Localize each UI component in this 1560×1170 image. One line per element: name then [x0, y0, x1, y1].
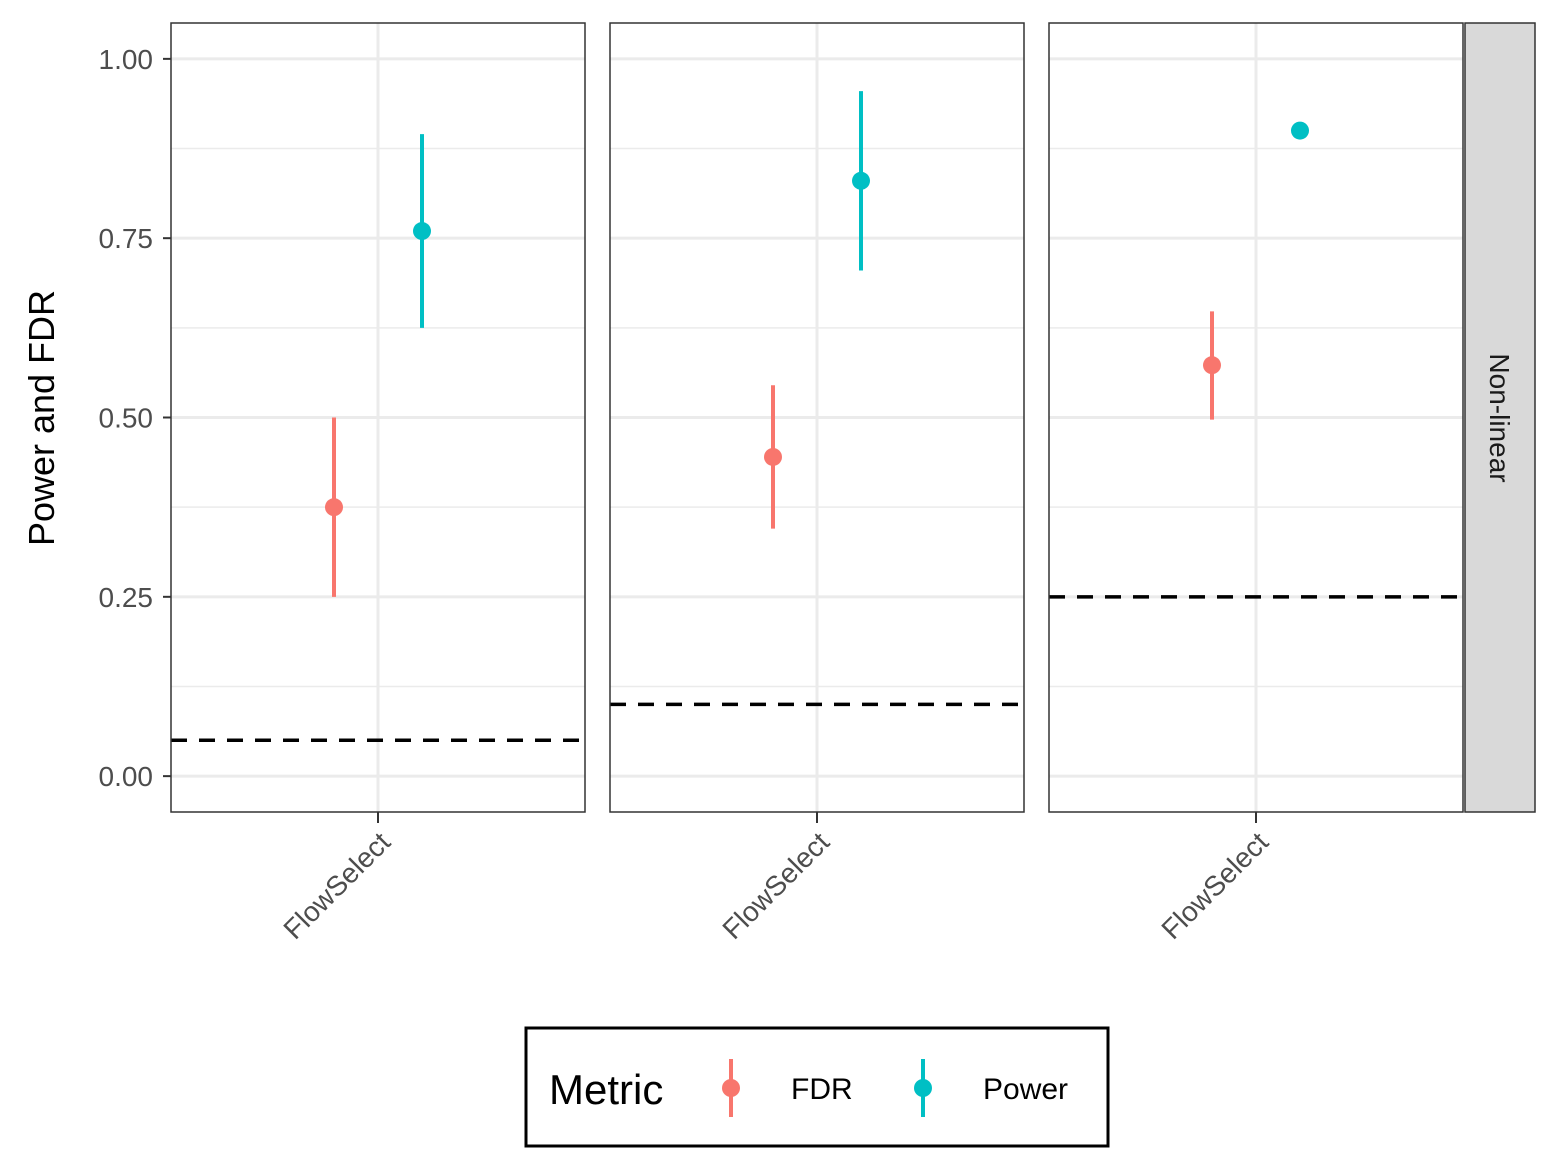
legend-key-point — [722, 1079, 740, 1097]
legend-label: Power — [983, 1073, 1068, 1106]
y-axis-ticks: 0.00 0.25 0.50 0.75 1.00 — [99, 44, 171, 792]
y-tick-label: 0.75 — [99, 223, 154, 254]
y-tick-label: 0.25 — [99, 582, 154, 613]
point-power — [852, 171, 870, 190]
panel-2: FlowSelect — [609, 22, 1025, 945]
y-tick-label: 0.00 — [99, 761, 154, 792]
legend-box — [524, 1026, 1110, 1148]
point-fdr — [764, 447, 782, 466]
point-power — [413, 222, 431, 241]
legend-title: Metric — [549, 1066, 663, 1113]
strip-label: Non-linear — [1484, 353, 1515, 482]
x-tick-label: FlowSelect — [1155, 826, 1274, 945]
x-tick-label: FlowSelect — [277, 826, 396, 945]
point-fdr — [1203, 356, 1221, 375]
legend: Metric FDR Power — [524, 1026, 1110, 1148]
legend-entry-fdr: FDR — [722, 1059, 853, 1117]
legend-label: FDR — [791, 1073, 853, 1106]
legend-entries: FDR Power — [722, 1059, 1068, 1117]
legend-entry-power: Power — [914, 1059, 1068, 1117]
x-tick-label: FlowSelect — [716, 826, 835, 945]
facet-panels: FlowSelect FlowSelect FlowSelect — [170, 22, 1464, 945]
panel-3: FlowSelect — [1048, 22, 1464, 945]
strip-background — [1464, 22, 1536, 813]
y-axis-title: Power and FDR — [21, 290, 62, 546]
point-power — [1291, 121, 1309, 140]
panel-1: FlowSelect — [170, 22, 586, 945]
y-tick-label: 0.50 — [99, 403, 154, 434]
point-fdr — [325, 498, 343, 517]
facet-strip: Non-linear — [1464, 22, 1536, 813]
y-tick-label: 1.00 — [99, 44, 154, 75]
legend-key-point — [914, 1079, 932, 1097]
